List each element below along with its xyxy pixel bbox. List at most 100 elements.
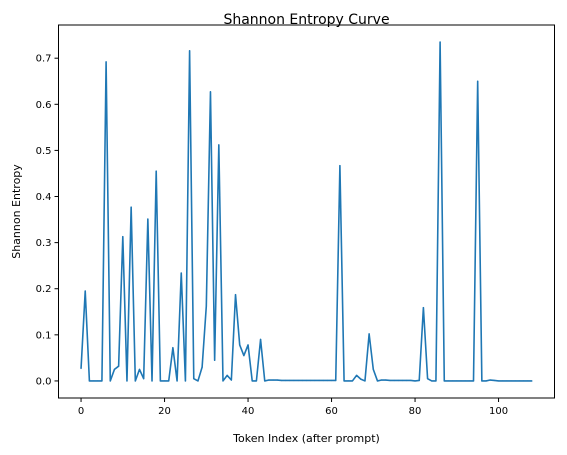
data-point bbox=[431, 380, 433, 382]
data-point bbox=[360, 378, 362, 380]
data-point bbox=[147, 218, 149, 220]
data-point bbox=[289, 379, 291, 382]
data-point bbox=[293, 379, 295, 382]
data-point bbox=[472, 380, 475, 382]
x-tick-label: 20 bbox=[158, 406, 171, 417]
data-point bbox=[188, 50, 191, 52]
data-point bbox=[389, 379, 391, 382]
data-point bbox=[134, 380, 136, 382]
data-point bbox=[372, 368, 374, 371]
y-tick-label: 0.2 bbox=[36, 284, 52, 295]
data-point bbox=[234, 294, 237, 296]
data-point bbox=[239, 344, 241, 346]
data-point bbox=[226, 374, 228, 377]
chart-title: Shannon Entropy Curve bbox=[223, 12, 389, 28]
data-point bbox=[343, 380, 345, 382]
data-point bbox=[251, 380, 253, 382]
data-point bbox=[531, 380, 533, 382]
data-point bbox=[172, 347, 174, 349]
plot-area-frame bbox=[58, 24, 555, 399]
y-tick-label: 0.3 bbox=[36, 238, 52, 249]
data-point bbox=[397, 379, 399, 382]
data-point bbox=[97, 380, 99, 382]
data-point bbox=[518, 380, 521, 382]
data-point bbox=[322, 379, 324, 382]
y-tick-label: 0.6 bbox=[36, 100, 52, 111]
data-point bbox=[159, 380, 161, 382]
data-point bbox=[335, 379, 337, 382]
data-point bbox=[193, 378, 195, 380]
data-point bbox=[109, 380, 111, 382]
data-point bbox=[230, 379, 232, 381]
data-point bbox=[330, 379, 333, 382]
data-point bbox=[381, 379, 383, 381]
data-point bbox=[301, 379, 303, 382]
data-point bbox=[84, 290, 86, 292]
data-point bbox=[326, 379, 328, 382]
data-point bbox=[418, 379, 420, 382]
data-point bbox=[485, 380, 487, 382]
data-point bbox=[264, 380, 266, 382]
data-point bbox=[272, 379, 274, 381]
data-point bbox=[514, 380, 516, 382]
data-point bbox=[456, 380, 458, 382]
data-point bbox=[268, 379, 270, 381]
data-point bbox=[184, 380, 187, 382]
data-point bbox=[351, 380, 354, 382]
data-point bbox=[197, 380, 199, 382]
data-point bbox=[218, 144, 220, 146]
data-point bbox=[464, 380, 466, 382]
data-point bbox=[255, 380, 257, 382]
data-point bbox=[310, 379, 312, 382]
data-point bbox=[510, 380, 512, 382]
data-point bbox=[435, 380, 437, 382]
data-point bbox=[460, 380, 462, 382]
data-point bbox=[130, 206, 132, 208]
entropy-series-line bbox=[80, 41, 532, 382]
data-point bbox=[356, 374, 358, 377]
data-point bbox=[314, 379, 316, 382]
data-point bbox=[101, 380, 103, 382]
y-tick-label: 0.0 bbox=[36, 376, 52, 387]
data-point bbox=[439, 41, 441, 43]
data-point bbox=[489, 379, 491, 381]
data-point bbox=[523, 380, 525, 382]
data-point bbox=[447, 380, 450, 382]
x-tick-label: 80 bbox=[409, 406, 422, 417]
data-point bbox=[222, 380, 224, 382]
data-point bbox=[155, 170, 157, 172]
data-point bbox=[318, 379, 320, 382]
y-axis-label: Shannon Entropy bbox=[10, 164, 23, 259]
data-point bbox=[276, 379, 278, 381]
data-point bbox=[214, 359, 216, 361]
data-point bbox=[126, 380, 128, 382]
data-point bbox=[481, 380, 483, 382]
data-point bbox=[205, 305, 207, 307]
data-point bbox=[376, 380, 379, 382]
x-tick-label: 60 bbox=[325, 406, 338, 417]
data-point bbox=[506, 380, 508, 382]
data-point bbox=[151, 380, 153, 382]
x-axis: 0 20 40 60 80 100 bbox=[78, 398, 508, 417]
data-point bbox=[209, 91, 212, 93]
data-point bbox=[305, 379, 308, 382]
data-point bbox=[297, 379, 299, 382]
data-point bbox=[138, 368, 141, 371]
data-point bbox=[502, 380, 504, 382]
data-point bbox=[168, 380, 170, 382]
data-point bbox=[143, 378, 145, 380]
data-point bbox=[122, 236, 124, 238]
data-point bbox=[443, 380, 445, 382]
data-point bbox=[452, 380, 454, 382]
data-point bbox=[88, 380, 90, 382]
data-point bbox=[414, 380, 416, 382]
data-point bbox=[493, 379, 495, 382]
data-point bbox=[368, 333, 370, 335]
series-layer bbox=[80, 41, 533, 382]
data-point bbox=[118, 365, 120, 367]
data-point bbox=[180, 272, 182, 274]
y-tick-label: 0.1 bbox=[36, 330, 52, 341]
data-point bbox=[477, 80, 479, 82]
y-tick-label: 0.7 bbox=[36, 54, 52, 65]
